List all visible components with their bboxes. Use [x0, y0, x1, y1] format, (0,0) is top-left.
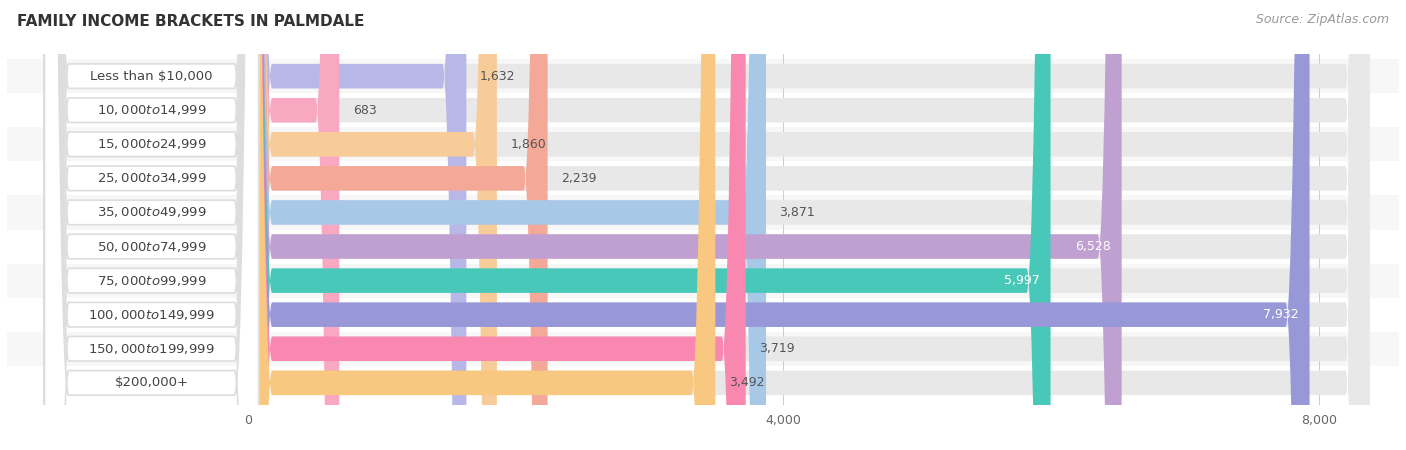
FancyBboxPatch shape: [247, 0, 716, 450]
Text: FAMILY INCOME BRACKETS IN PALMDALE: FAMILY INCOME BRACKETS IN PALMDALE: [17, 14, 364, 28]
FancyBboxPatch shape: [247, 0, 1369, 450]
FancyBboxPatch shape: [247, 0, 1369, 450]
Text: 1,632: 1,632: [479, 70, 515, 83]
FancyBboxPatch shape: [247, 0, 1050, 450]
FancyBboxPatch shape: [247, 0, 1369, 450]
Text: $150,000 to $199,999: $150,000 to $199,999: [89, 342, 215, 356]
Bar: [7, 264, 1399, 297]
Text: 2,239: 2,239: [561, 172, 596, 185]
Bar: [7, 230, 1399, 264]
FancyBboxPatch shape: [247, 0, 766, 450]
FancyBboxPatch shape: [247, 0, 339, 450]
FancyBboxPatch shape: [45, 0, 259, 450]
Text: 3,719: 3,719: [759, 342, 794, 355]
Text: $100,000 to $149,999: $100,000 to $149,999: [89, 308, 215, 322]
FancyBboxPatch shape: [45, 0, 259, 450]
Text: $15,000 to $24,999: $15,000 to $24,999: [97, 137, 207, 151]
Bar: [7, 366, 1399, 400]
FancyBboxPatch shape: [247, 0, 1309, 450]
Text: 3,871: 3,871: [779, 206, 815, 219]
Text: Less than $10,000: Less than $10,000: [90, 70, 212, 83]
Text: $35,000 to $49,999: $35,000 to $49,999: [97, 206, 207, 220]
FancyBboxPatch shape: [45, 0, 259, 450]
FancyBboxPatch shape: [247, 0, 1369, 450]
FancyBboxPatch shape: [247, 0, 745, 450]
Bar: [7, 93, 1399, 127]
FancyBboxPatch shape: [247, 0, 1369, 450]
Bar: [7, 162, 1399, 195]
Bar: [7, 59, 1399, 93]
Text: 3,492: 3,492: [728, 376, 765, 389]
FancyBboxPatch shape: [247, 0, 1122, 450]
FancyBboxPatch shape: [45, 0, 259, 450]
FancyBboxPatch shape: [45, 0, 259, 450]
FancyBboxPatch shape: [45, 0, 259, 450]
Bar: [7, 127, 1399, 162]
Text: 683: 683: [353, 104, 377, 117]
Text: $50,000 to $74,999: $50,000 to $74,999: [97, 239, 207, 253]
FancyBboxPatch shape: [45, 0, 259, 450]
FancyBboxPatch shape: [247, 0, 1369, 450]
Bar: [7, 297, 1399, 332]
Text: 1,860: 1,860: [510, 138, 546, 151]
Text: $200,000+: $200,000+: [114, 376, 188, 389]
FancyBboxPatch shape: [247, 0, 1369, 450]
Text: 6,528: 6,528: [1076, 240, 1111, 253]
Bar: [7, 195, 1399, 230]
Text: $25,000 to $34,999: $25,000 to $34,999: [97, 171, 207, 185]
FancyBboxPatch shape: [247, 0, 1369, 450]
FancyBboxPatch shape: [247, 0, 496, 450]
Bar: [7, 332, 1399, 366]
Text: $10,000 to $14,999: $10,000 to $14,999: [97, 103, 207, 117]
FancyBboxPatch shape: [247, 0, 547, 450]
FancyBboxPatch shape: [247, 0, 467, 450]
Text: $75,000 to $99,999: $75,000 to $99,999: [97, 274, 207, 288]
FancyBboxPatch shape: [45, 0, 259, 450]
Text: 7,932: 7,932: [1263, 308, 1299, 321]
FancyBboxPatch shape: [247, 0, 1369, 450]
FancyBboxPatch shape: [45, 0, 259, 450]
Text: 5,997: 5,997: [1004, 274, 1040, 287]
FancyBboxPatch shape: [247, 0, 1369, 450]
Text: Source: ZipAtlas.com: Source: ZipAtlas.com: [1256, 14, 1389, 27]
FancyBboxPatch shape: [45, 0, 259, 450]
